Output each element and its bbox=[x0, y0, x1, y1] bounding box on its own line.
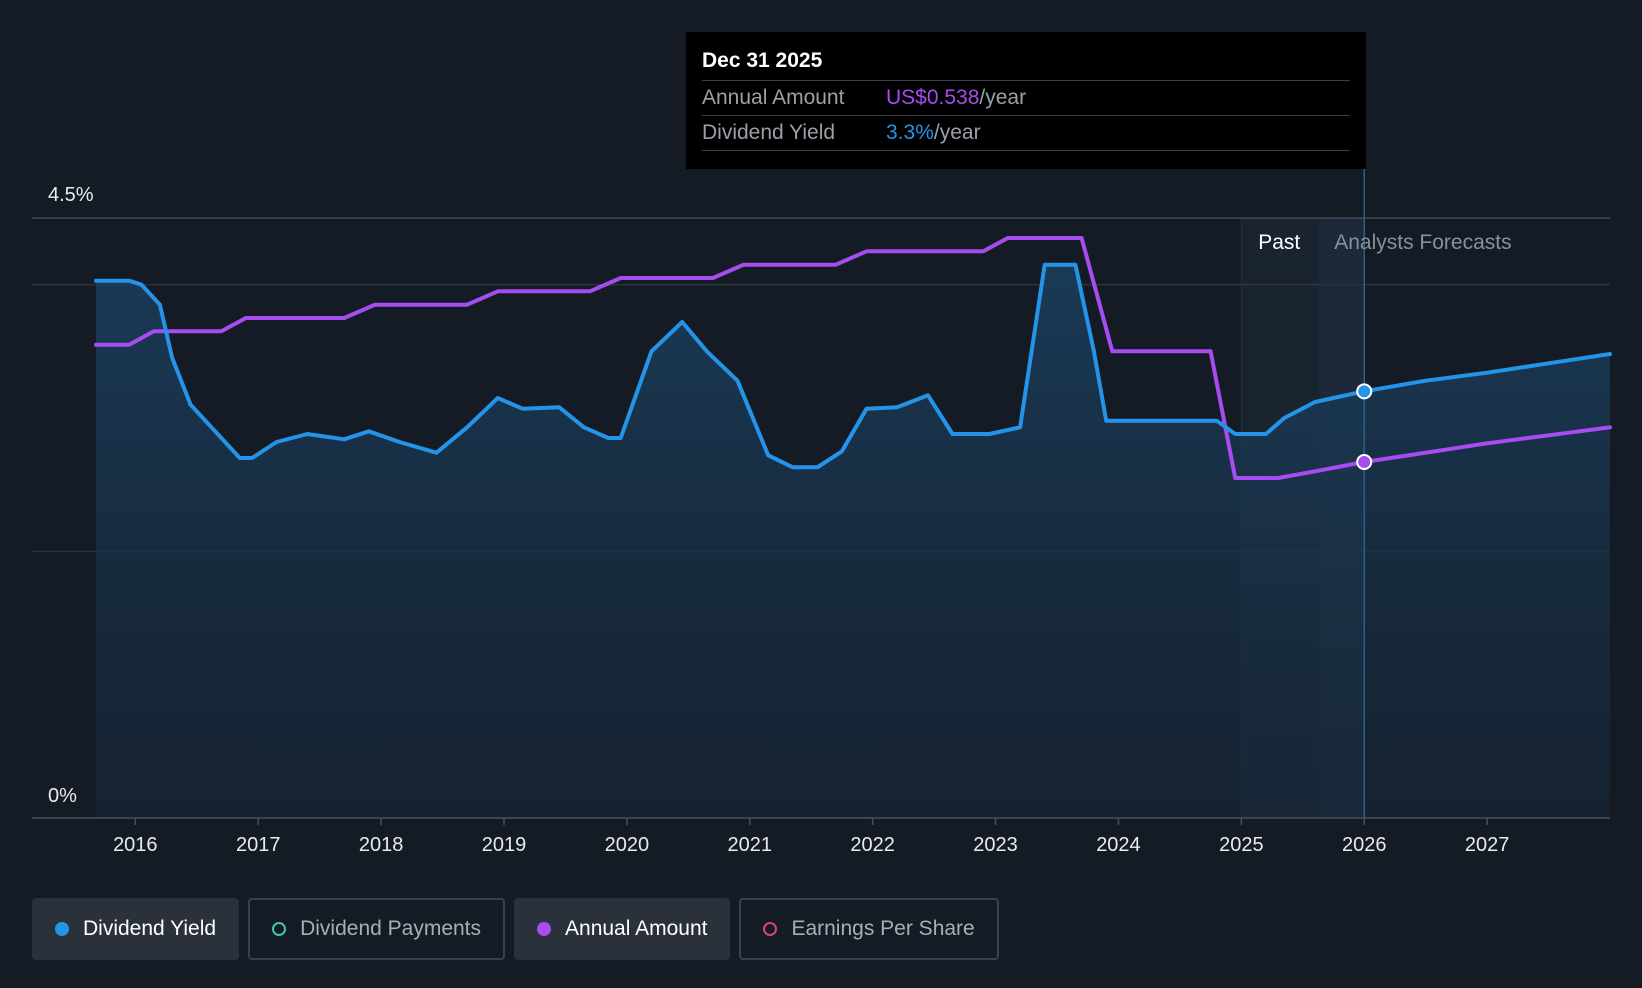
past-region-label: Past bbox=[1258, 231, 1300, 254]
legend-label: Earnings Per Share bbox=[791, 917, 975, 940]
tooltip-yield-value: 3.3% bbox=[886, 121, 934, 144]
legend-dividend-payments[interactable]: Dividend Payments bbox=[248, 898, 506, 960]
x-tick-label: 2022 bbox=[850, 834, 895, 856]
legend-earnings-per-share[interactable]: Earnings Per Share bbox=[739, 898, 999, 960]
tooltip-annual-row: Annual Amount US$0.538 /year bbox=[702, 81, 1350, 116]
x-tick-label: 2017 bbox=[236, 834, 281, 856]
tooltip-yield-row: Dividend Yield 3.3% /year bbox=[702, 116, 1350, 151]
x-tick-label: 2018 bbox=[359, 834, 404, 856]
tooltip-date: Dec 31 2025 bbox=[702, 46, 1350, 81]
x-tick-label: 2023 bbox=[973, 834, 1018, 856]
chart-tooltip: Dec 31 2025 Annual Amount US$0.538 /year… bbox=[686, 32, 1366, 169]
x-tick-label: 2020 bbox=[605, 834, 650, 856]
legend-dividend-yield[interactable]: Dividend Yield bbox=[32, 898, 240, 960]
x-tick-label: 2025 bbox=[1219, 834, 1264, 856]
x-axis-ticks: 2016 2017 2018 2019 2020 2021 2022 2023 2024 2025… bbox=[113, 818, 1509, 856]
x-tick-label: 2021 bbox=[728, 834, 773, 856]
dividend-yield-area bbox=[96, 264, 1610, 818]
forecast-region-label: Analysts Forecasts bbox=[1334, 231, 1511, 254]
x-tick-label: 2024 bbox=[1096, 834, 1141, 856]
legend-annual-amount[interactable]: Annual Amount bbox=[514, 898, 731, 960]
x-tick-label: 2026 bbox=[1342, 834, 1387, 856]
tooltip-annual-label: Annual Amount bbox=[702, 86, 845, 109]
legend-label: Dividend Payments bbox=[300, 917, 482, 940]
x-tick-label: 2016 bbox=[113, 834, 158, 856]
y-label-min: 0% bbox=[48, 785, 77, 807]
dividend-yield-marker[interactable] bbox=[1356, 383, 1373, 400]
dividend-chart: 2016 2017 2018 2019 2020 2021 2022 2023 2024 2025… bbox=[32, 168, 1612, 856]
legend-label: Annual Amount bbox=[565, 917, 708, 940]
tooltip-yield-unit: /year bbox=[933, 121, 981, 144]
tooltip-annual-unit: /year bbox=[979, 86, 1027, 109]
y-label-max: 4.5% bbox=[48, 184, 94, 206]
tooltip-annual-value: US$0.538 bbox=[886, 86, 980, 109]
chart-legend: Dividend Yield Dividend Payments Annual … bbox=[32, 898, 999, 960]
dividend-yield-line bbox=[94, 262, 1612, 470]
legend-label: Dividend Yield bbox=[83, 917, 217, 940]
filled-circle-icon bbox=[537, 922, 552, 936]
hollow-circle-icon bbox=[272, 922, 287, 936]
annual-amount-marker[interactable] bbox=[1356, 454, 1373, 470]
x-tick-label: 2019 bbox=[482, 834, 527, 856]
x-tick-label: 2027 bbox=[1465, 834, 1510, 856]
hollow-circle-icon bbox=[763, 922, 778, 936]
tooltip-yield-label: Dividend Yield bbox=[702, 121, 836, 144]
filled-circle-icon bbox=[55, 922, 69, 936]
annual-amount-line bbox=[94, 236, 1612, 480]
